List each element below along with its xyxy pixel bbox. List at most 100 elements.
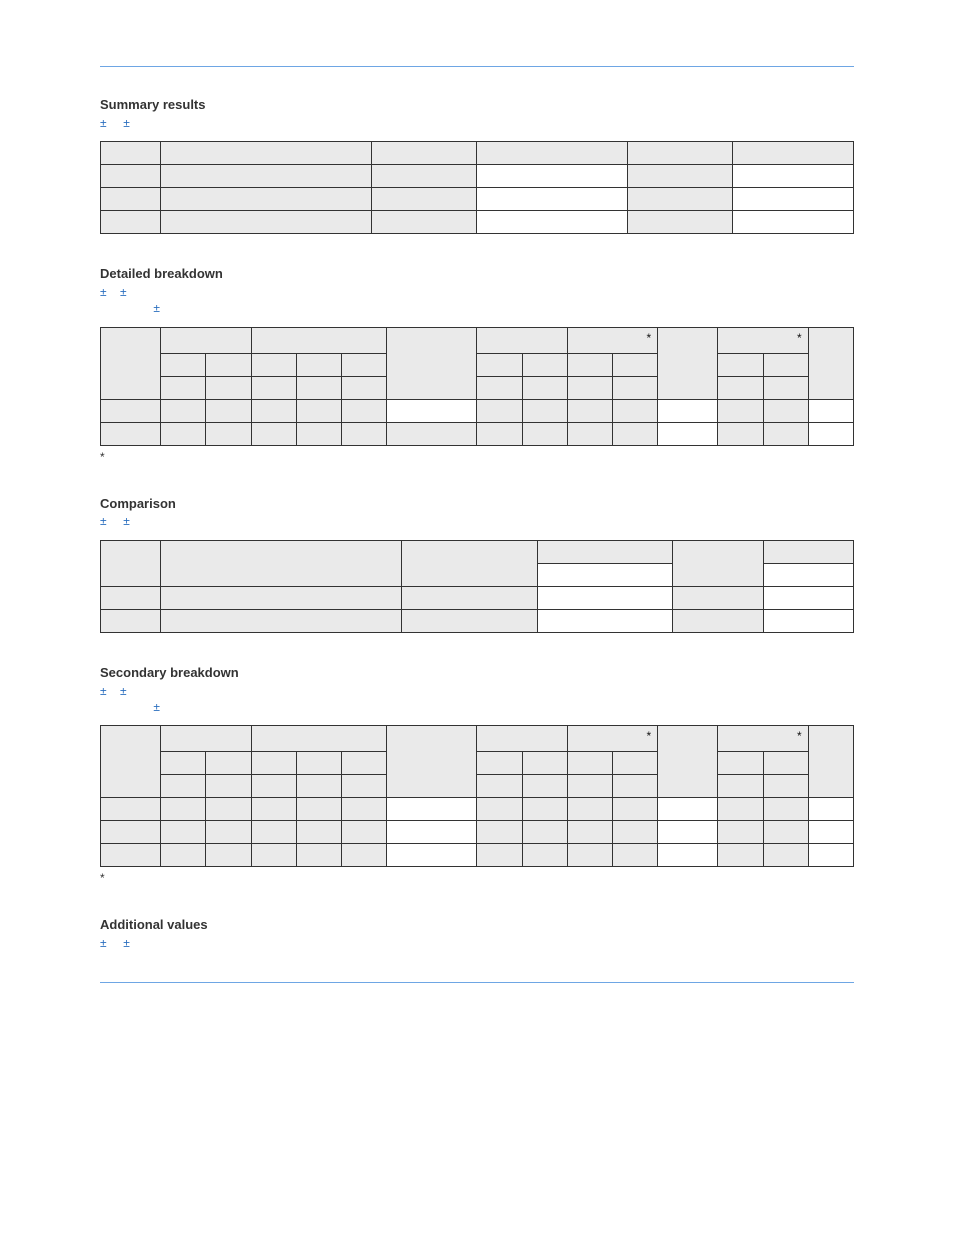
table-cell bbox=[161, 610, 402, 633]
table-header-cell bbox=[206, 775, 251, 798]
table-cell bbox=[567, 821, 612, 844]
section-table2: Detailed breakdown ± ± ± * bbox=[100, 266, 854, 463]
table-cell bbox=[251, 798, 296, 821]
table-cell bbox=[101, 798, 161, 821]
section-table3: Comparison ± ± bbox=[100, 496, 854, 633]
table-header-cell bbox=[251, 726, 387, 752]
table-header-cell bbox=[612, 752, 657, 775]
table-cell bbox=[387, 844, 477, 867]
table-header-cell bbox=[718, 376, 763, 399]
table2-title: Detailed breakdown bbox=[100, 266, 854, 283]
table-cell bbox=[161, 142, 372, 165]
table-cell bbox=[101, 844, 161, 867]
table4-sub2: ± bbox=[100, 700, 854, 716]
plus-minus-icon: ± bbox=[120, 684, 127, 698]
table-header-cell bbox=[477, 376, 522, 399]
table-header-cell bbox=[161, 775, 206, 798]
section-table4: Secondary breakdown ± ± ± * bbox=[100, 665, 854, 885]
table-header-cell bbox=[522, 775, 567, 798]
table-cell bbox=[402, 541, 538, 587]
table-cell bbox=[567, 422, 612, 445]
table-header-cell bbox=[718, 752, 763, 775]
table-cell bbox=[477, 211, 628, 234]
table-cell bbox=[567, 798, 612, 821]
table-header-cell bbox=[808, 726, 853, 798]
table-cell bbox=[206, 422, 251, 445]
table-header-cell bbox=[251, 775, 296, 798]
table-cell bbox=[628, 165, 733, 188]
table-header-cell bbox=[296, 775, 341, 798]
table-cell bbox=[567, 844, 612, 867]
table-cell bbox=[808, 821, 853, 844]
table-cell bbox=[763, 541, 853, 564]
table-cell bbox=[612, 844, 657, 867]
table-header-cell bbox=[296, 353, 341, 376]
table3 bbox=[100, 540, 854, 633]
table-cell bbox=[718, 399, 763, 422]
table-cell bbox=[341, 798, 386, 821]
table-cell bbox=[763, 564, 853, 587]
table-cell bbox=[161, 188, 372, 211]
table2 bbox=[100, 327, 854, 446]
table-cell bbox=[763, 587, 853, 610]
table-header-cell bbox=[161, 353, 206, 376]
table-cell bbox=[161, 165, 372, 188]
plus-minus-icon: ± bbox=[100, 514, 107, 528]
table-header-cell bbox=[718, 327, 808, 353]
plus-minus-icon: ± bbox=[100, 684, 107, 698]
table-cell bbox=[101, 165, 161, 188]
table-cell bbox=[387, 798, 477, 821]
table-cell bbox=[718, 422, 763, 445]
table-cell bbox=[763, 610, 853, 633]
table1 bbox=[100, 141, 854, 234]
table-cell bbox=[808, 422, 853, 445]
table-header-cell bbox=[296, 376, 341, 399]
table-cell bbox=[477, 165, 628, 188]
table4-title: Secondary breakdown bbox=[100, 665, 854, 682]
table-header-cell bbox=[477, 752, 522, 775]
table-cell bbox=[341, 422, 386, 445]
table-cell bbox=[387, 422, 477, 445]
table4-sub1: ± ± bbox=[100, 684, 854, 700]
table-cell bbox=[808, 798, 853, 821]
table-header-cell bbox=[161, 752, 206, 775]
table-header-cell bbox=[206, 376, 251, 399]
table4 bbox=[100, 725, 854, 867]
plus-minus-icon: ± bbox=[100, 285, 107, 299]
table-cell bbox=[101, 821, 161, 844]
table-header-cell bbox=[522, 752, 567, 775]
table-cell bbox=[537, 587, 673, 610]
table-header-cell bbox=[477, 775, 522, 798]
table-cell bbox=[763, 798, 808, 821]
table-cell bbox=[718, 798, 763, 821]
table-header-cell bbox=[387, 726, 477, 798]
table-cell bbox=[658, 798, 718, 821]
table-cell bbox=[763, 821, 808, 844]
table-cell bbox=[477, 399, 522, 422]
table-cell bbox=[206, 399, 251, 422]
table-header-cell bbox=[206, 353, 251, 376]
table-header-cell bbox=[161, 327, 251, 353]
table-cell bbox=[477, 142, 628, 165]
top-rule bbox=[100, 66, 854, 67]
table-cell bbox=[718, 821, 763, 844]
table-header-cell bbox=[718, 726, 808, 752]
table-header-cell bbox=[341, 376, 386, 399]
table-header-cell bbox=[763, 752, 808, 775]
table-cell bbox=[763, 844, 808, 867]
table-cell bbox=[101, 188, 161, 211]
table-cell bbox=[161, 541, 402, 587]
table-cell bbox=[402, 610, 538, 633]
table-cell bbox=[522, 798, 567, 821]
table-header-cell bbox=[612, 353, 657, 376]
table-cell bbox=[673, 541, 763, 587]
table-cell bbox=[733, 142, 854, 165]
table-cell bbox=[402, 587, 538, 610]
table-header-cell bbox=[161, 376, 206, 399]
table-header-cell bbox=[718, 353, 763, 376]
table-cell bbox=[628, 211, 733, 234]
table-cell bbox=[658, 821, 718, 844]
table-cell bbox=[808, 399, 853, 422]
table-header-cell bbox=[206, 752, 251, 775]
table-cell bbox=[101, 587, 161, 610]
